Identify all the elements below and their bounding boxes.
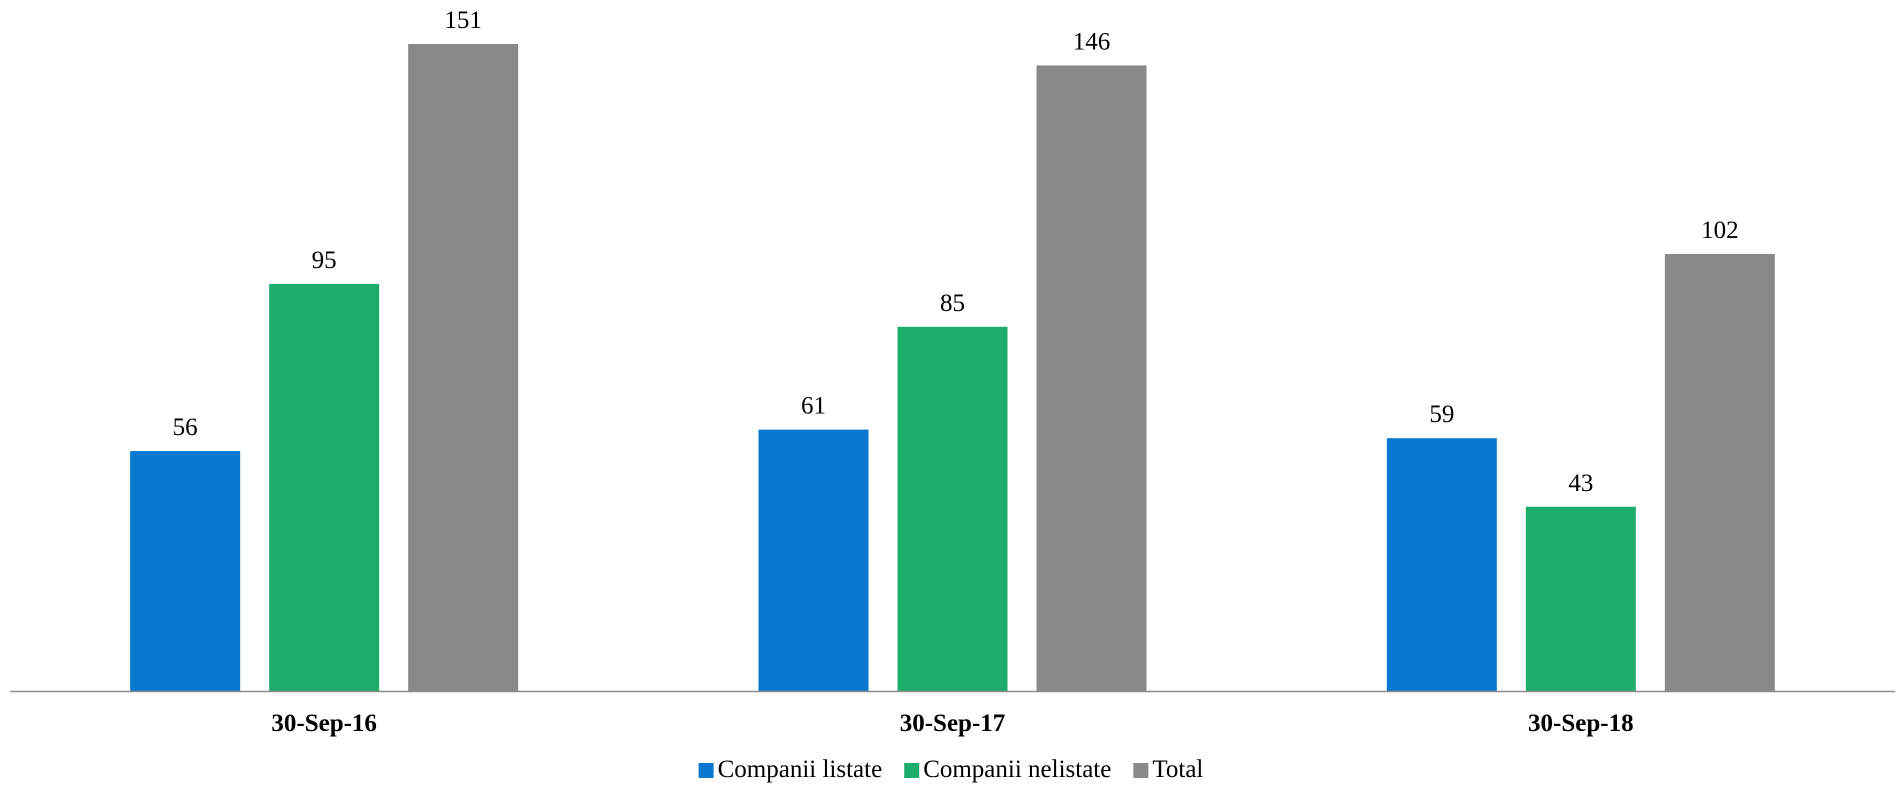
bars-group — [130, 44, 1775, 692]
category-label-30-sep-17: 30-Sep-17 — [900, 710, 1006, 737]
data-label-companii-listate-30-sep-18: 59 — [1429, 401, 1454, 428]
bar-companii-listate-30-sep-17 — [758, 429, 869, 691]
bar-total-30-sep-17 — [1036, 65, 1147, 692]
legend-swatch-total — [1133, 763, 1149, 778]
data-label-companii-nelistate-30-sep-18: 43 — [1568, 470, 1593, 497]
bar-total-30-sep-18 — [1664, 253, 1775, 691]
data-label-total-30-sep-17: 146 — [1073, 28, 1111, 55]
bar-companii-nelistate-30-sep-17 — [897, 326, 1008, 691]
bar-companii-nelistate-30-sep-16 — [269, 283, 380, 691]
data-label-companii-nelistate-30-sep-16: 95 — [312, 247, 337, 274]
legend-item-total: Total — [1133, 756, 1203, 783]
data-label-companii-listate-30-sep-17: 61 — [801, 393, 826, 420]
category-label-30-sep-16: 30-Sep-16 — [271, 710, 377, 737]
data-label-companii-listate-30-sep-16: 56 — [173, 414, 198, 441]
legend-label-total: Total — [1152, 756, 1203, 783]
legend-item-companii-listate: Companii listate — [698, 756, 883, 783]
data-labels-group: 56 95 151 61 85 146 59 43 102 — [173, 7, 1739, 497]
legend-swatch-companii-nelistate — [904, 763, 920, 778]
legend-label-companii-nelistate: Companii nelistate — [923, 756, 1111, 783]
legend-item-companii-nelistate: Companii nelistate — [904, 756, 1111, 783]
legend: Companii listate Companii nelistate Total — [698, 756, 1203, 783]
data-label-companii-nelistate-30-sep-17: 85 — [940, 290, 965, 317]
bar-companii-nelistate-30-sep-18 — [1525, 506, 1636, 691]
category-label-30-sep-18: 30-Sep-18 — [1528, 710, 1634, 737]
legend-swatch-companii-listate — [698, 763, 714, 778]
bar-companii-listate-30-sep-16 — [130, 451, 241, 691]
bar-companii-listate-30-sep-18 — [1386, 438, 1497, 691]
data-label-total-30-sep-16: 151 — [444, 7, 482, 34]
bar-total-30-sep-16 — [408, 44, 519, 691]
data-label-total-30-sep-18: 102 — [1701, 217, 1739, 244]
category-labels-group: 30-Sep-16 30-Sep-17 30-Sep-18 — [271, 710, 1633, 737]
legend-label-companii-listate: Companii listate — [718, 756, 883, 783]
